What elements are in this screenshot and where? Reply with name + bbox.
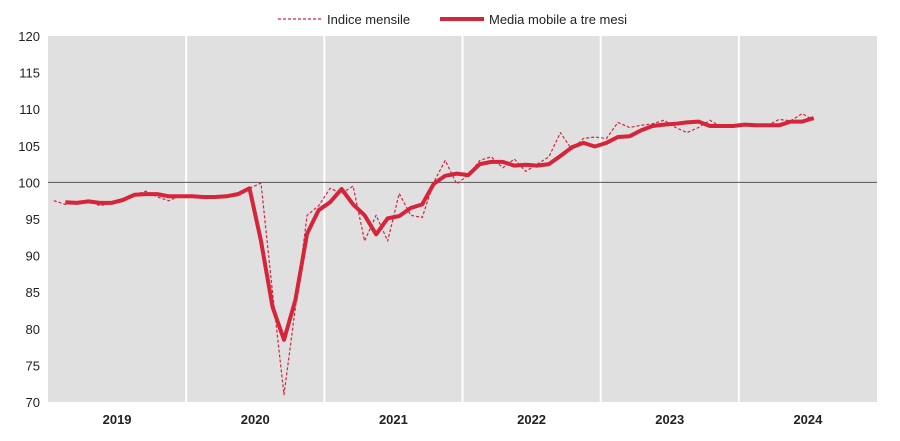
- x-tick-label: 2019: [103, 412, 132, 427]
- y-tick-label: 75: [26, 358, 40, 373]
- legend-label-indice-mensile: Indice mensile: [327, 12, 410, 27]
- x-axis: 2019 2020 2021 2022 2023 2024: [103, 412, 824, 427]
- y-tick-label: 105: [18, 139, 40, 154]
- y-tick-label: 120: [18, 29, 40, 44]
- legend-label-media-mobile: Media mobile a tre mesi: [489, 12, 627, 27]
- series-line-media-mobile: [65, 116, 815, 342]
- y-tick-label: 115: [19, 66, 40, 81]
- y-tick-label: 80: [26, 322, 40, 337]
- y-axis: 70 75 80 85 90 95 100 105 110 115 120: [18, 29, 40, 410]
- legend: Indice mensile Media mobile a tre mesi: [278, 12, 627, 27]
- y-tick-label: 70: [26, 395, 40, 410]
- y-tick-label: 110: [19, 102, 40, 117]
- x-tick-label: 2022: [517, 412, 546, 427]
- y-tick-label: 90: [26, 249, 40, 264]
- x-tick-label: 2024: [793, 412, 823, 427]
- y-tick-label: 95: [26, 212, 40, 227]
- x-tick-label: 2021: [379, 412, 408, 427]
- y-tick-label: 85: [26, 285, 40, 300]
- y-tick-label: 100: [18, 175, 40, 190]
- plot-series: [53, 113, 815, 396]
- x-tick-label: 2020: [241, 412, 270, 427]
- x-tick-label: 2023: [655, 412, 684, 427]
- year-dividers: [185, 36, 740, 402]
